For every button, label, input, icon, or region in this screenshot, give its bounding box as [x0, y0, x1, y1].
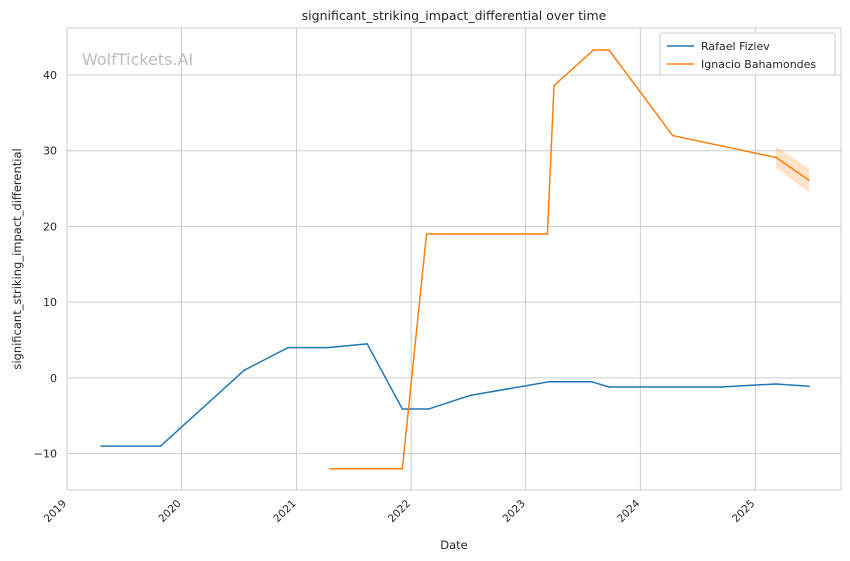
data-point-rafael-fiziev — [366, 343, 368, 345]
legend-box — [659, 32, 836, 76]
data-point-rafael-fiziev — [287, 346, 289, 349]
data-point-ignacio-bahamondes — [775, 156, 777, 159]
legend-label-rafael-fiziev: Rafael Fiziev — [701, 40, 770, 53]
data-point-ignacio-bahamondes — [671, 134, 674, 137]
data-point-ignacio-bahamondes — [553, 84, 555, 87]
data-point-rafael-fiziev — [548, 380, 551, 383]
legend: Rafael Fiziev Ignacio Bahamondes — [659, 32, 836, 76]
legend-label-ignacio-bahamondes: Ignacio Bahamondes — [701, 58, 816, 71]
watermark: WolfTickets.AI — [82, 50, 193, 69]
data-point-ignacio-bahamondes — [329, 467, 331, 470]
data-point-ignacio-bahamondes — [808, 179, 810, 182]
x-tick-label: 2021 — [271, 498, 298, 525]
data-point-rafael-fiziev — [720, 386, 722, 388]
data-point-ignacio-bahamondes — [608, 49, 610, 51]
data-point-ignacio-bahamondes — [546, 233, 549, 235]
x-tick-label: 2019 — [42, 498, 69, 525]
y-tick-label: 10 — [43, 296, 57, 309]
data-point-rafael-fiziev — [775, 383, 777, 385]
data-point-rafael-fiziev — [608, 386, 610, 388]
data-point-rafael-fiziev — [590, 380, 593, 383]
data-point-ignacio-bahamondes — [425, 233, 428, 235]
y-tick-label: 20 — [43, 220, 57, 233]
data-point-rafael-fiziev — [469, 394, 472, 397]
x-tick-label: 2023 — [500, 498, 527, 525]
y-tick-label: 0 — [50, 372, 57, 385]
x-tick-label: 2025 — [730, 498, 757, 525]
y-tick-label: −10 — [34, 448, 57, 461]
y-axis-label: significant_striking_impact_differential — [10, 148, 24, 369]
data-point-rafael-fiziev — [243, 369, 245, 372]
plot-area — [66, 27, 842, 491]
data-point-rafael-fiziev — [808, 385, 810, 388]
chart-title: significant_striking_impact_differential… — [302, 8, 607, 23]
x-axis-label: Date — [440, 538, 468, 552]
series-line-ignacio-bahamondes — [329, 49, 810, 470]
data-point-rafael-fiziev — [401, 408, 404, 410]
x-tick-label: 2020 — [156, 498, 183, 525]
data-point-rafael-fiziev — [100, 445, 103, 447]
y-axis-ticks: −10 0 10 20 30 40 — [34, 69, 57, 461]
y-tick-label: 40 — [43, 69, 57, 82]
data-point-rafael-fiziev — [159, 445, 162, 447]
series-lines — [100, 49, 810, 470]
x-tick-label: 2022 — [386, 498, 413, 525]
data-point-rafael-fiziev — [326, 346, 329, 349]
data-point-ignacio-bahamondes — [592, 49, 595, 51]
data-point-ignacio-bahamondes — [401, 467, 404, 470]
x-tick-label: 2024 — [615, 497, 643, 525]
y-tick-label: 30 — [43, 145, 57, 158]
x-axis-ticks: 2019 2020 2021 2022 2023 2024 2025 — [42, 497, 758, 525]
data-point-rafael-fiziev — [427, 408, 430, 410]
